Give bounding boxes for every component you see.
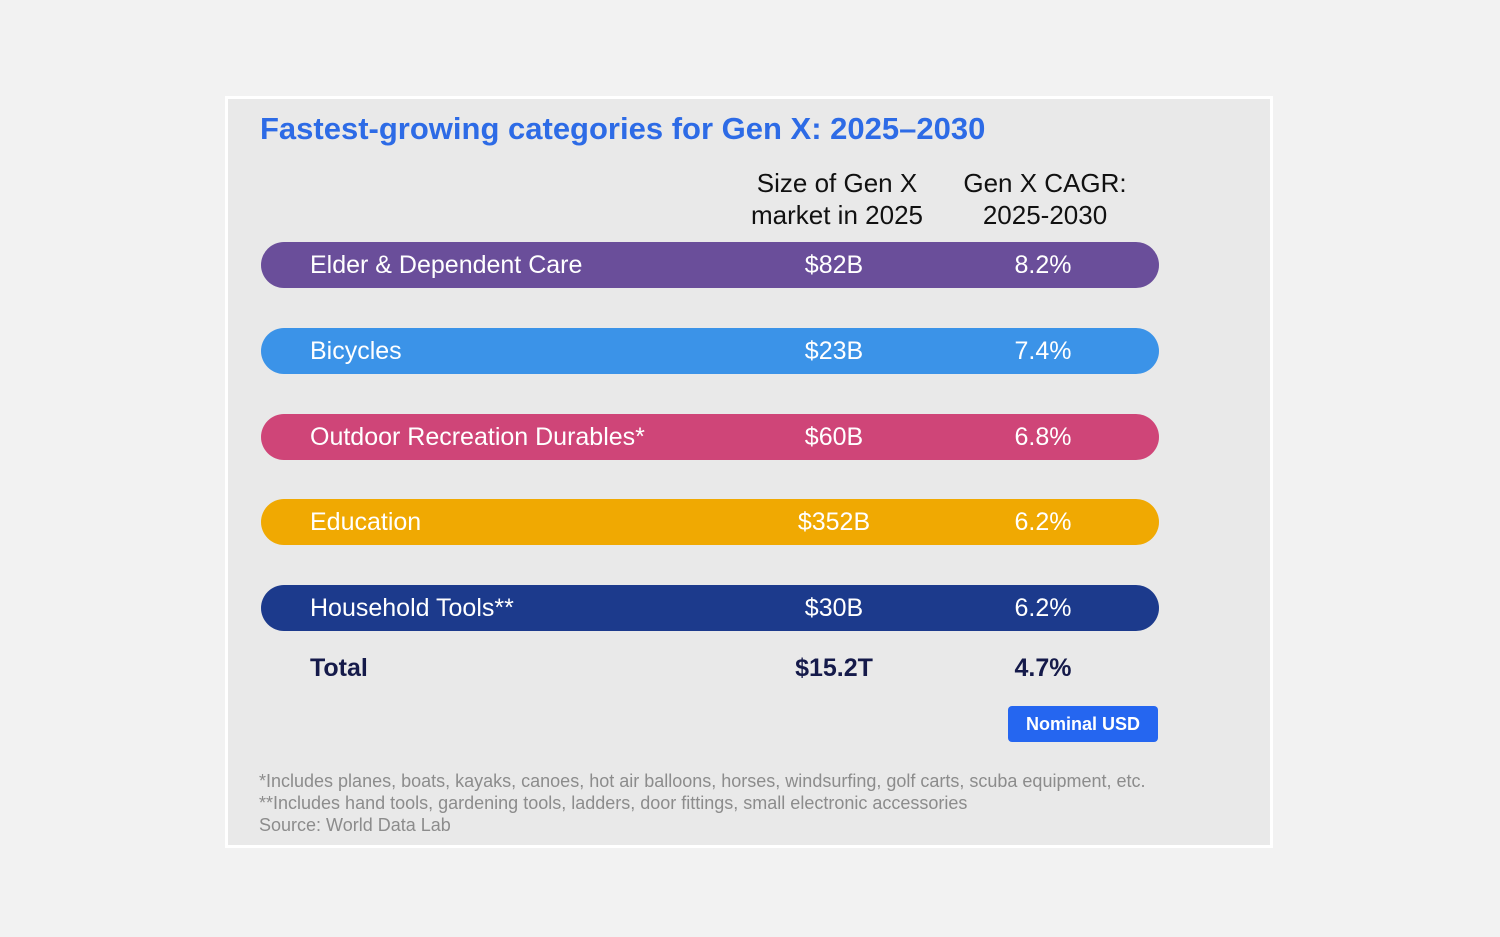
category-label: Outdoor Recreation Durables*	[310, 423, 645, 451]
category-row-elder-care: Elder & Dependent Care $82B 8.2%	[261, 242, 1159, 288]
cagr-value: 7.4%	[1014, 337, 1072, 365]
category-row-education: Education $352B 6.2%	[261, 499, 1159, 545]
unit-badge: Nominal USD	[1008, 706, 1158, 742]
footnotes: *Includes planes, boats, kayaks, canoes,…	[259, 770, 1146, 836]
column-header-market-size-line2: market in 2025	[751, 200, 923, 230]
cagr-value: 6.8%	[1014, 423, 1072, 451]
total-label: Total	[310, 654, 368, 682]
category-label: Elder & Dependent Care	[310, 251, 583, 279]
cagr-value: 6.2%	[1014, 594, 1072, 622]
market-size-value: $82B	[804, 251, 864, 279]
column-header-market-size-line1: Size of Gen X	[756, 168, 918, 198]
category-row-household-tools: Household Tools** $30B 6.2%	[261, 585, 1159, 631]
market-size-value: $23B	[804, 337, 864, 365]
category-label: Bicycles	[310, 337, 402, 365]
column-header-cagr: Gen X CAGR: 2025-2030	[925, 167, 1165, 231]
column-header-cagr-line2: 2025-2030	[982, 200, 1108, 230]
market-size-value: $30B	[804, 594, 864, 622]
footnote-tools: **Includes hand tools, gardening tools, …	[259, 793, 968, 813]
category-label: Education	[310, 508, 422, 536]
category-row-bicycles: Bicycles $23B 7.4%	[261, 328, 1159, 374]
column-header-market-size: Size of Gen X market in 2025	[717, 167, 957, 231]
category-label: Household Tools**	[310, 594, 514, 622]
cagr-value: 6.2%	[1014, 508, 1072, 536]
total-row: Total $15.2T 4.7%	[261, 645, 1159, 691]
chart-title: Fastest-growing categories for Gen X: 20…	[260, 111, 986, 146]
column-header-cagr-line1: Gen X CAGR:	[963, 168, 1127, 198]
category-row-outdoor-recreation: Outdoor Recreation Durables* $60B 6.8%	[261, 414, 1159, 460]
source-note: Source: World Data Lab	[259, 815, 451, 835]
cagr-value: 8.2%	[1014, 251, 1072, 279]
total-cagr: 4.7%	[1014, 654, 1072, 682]
market-size-value: $60B	[804, 423, 864, 451]
chart-card: Fastest-growing categories for Gen X: 20…	[225, 96, 1273, 848]
footnote-outdoor: *Includes planes, boats, kayaks, canoes,…	[259, 771, 1146, 791]
market-size-value: $352B	[797, 508, 871, 536]
total-market-size: $15.2T	[795, 654, 873, 682]
